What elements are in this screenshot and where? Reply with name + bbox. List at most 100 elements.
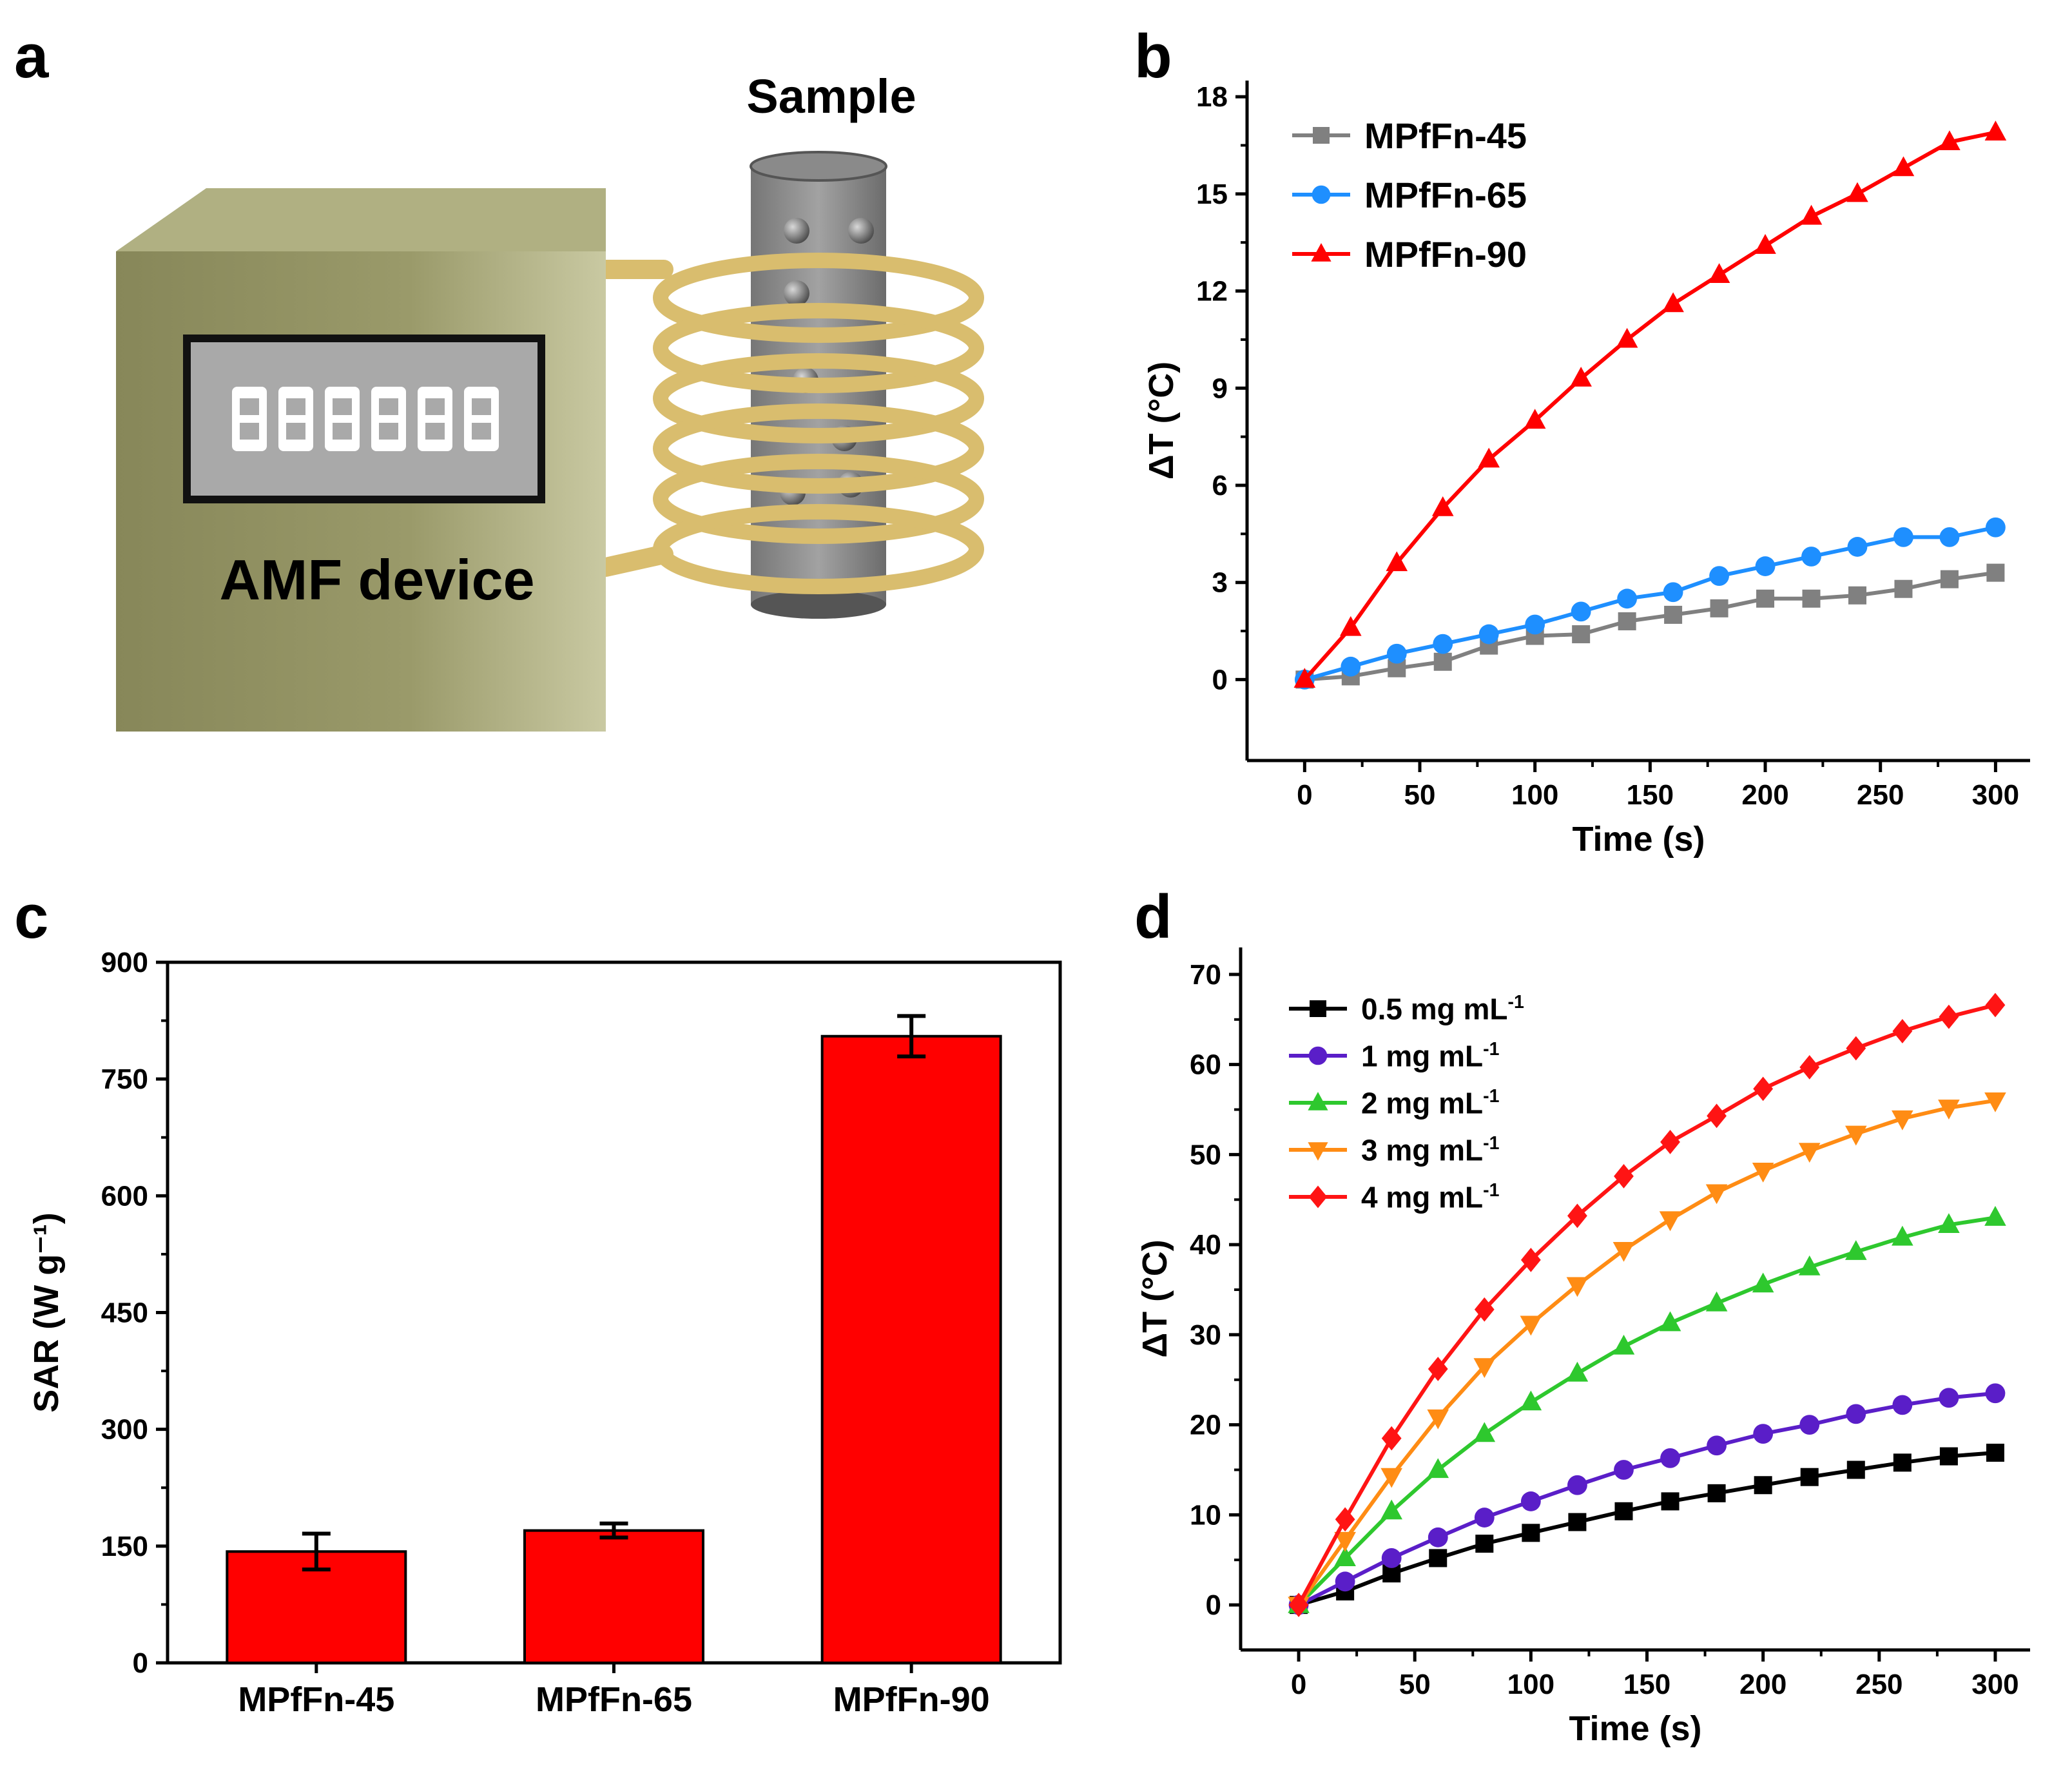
y-tick-label: 30 xyxy=(1190,1319,1221,1351)
data-point xyxy=(1985,993,2006,1018)
data-point xyxy=(1756,589,1775,608)
panel-letter-b: b xyxy=(1134,22,1172,91)
data-point xyxy=(1798,1143,1821,1163)
x-tick-label: 50 xyxy=(1399,1669,1431,1700)
series-mpffn-45 xyxy=(1295,563,2005,689)
coil-turn xyxy=(653,303,984,393)
data-point xyxy=(1755,556,1776,576)
y-tick-label: 3 xyxy=(1212,567,1228,599)
legend-superscript: -1 xyxy=(1483,1180,1499,1201)
data-point xyxy=(1939,527,1960,547)
data-point xyxy=(1984,121,2007,141)
data-point xyxy=(1800,204,1823,225)
data-point xyxy=(1939,1447,1958,1466)
data-point xyxy=(1308,1185,1328,1208)
data-point xyxy=(1799,1054,1820,1080)
data-point xyxy=(1985,517,2006,538)
category-label: MPfFn-45 xyxy=(238,1680,394,1719)
coil-turn xyxy=(653,454,984,544)
data-point xyxy=(1708,263,1730,284)
display-digit xyxy=(232,387,267,451)
x-axis-title: Time (s) xyxy=(1572,820,1705,858)
x-tick-label: 300 xyxy=(1971,1669,2019,1700)
bar xyxy=(820,1034,1002,1664)
data-point xyxy=(1570,366,1592,387)
data-point xyxy=(1754,234,1776,254)
data-point xyxy=(1800,1468,1819,1486)
data-point xyxy=(1892,1395,1913,1415)
y-tick-label: 40 xyxy=(1190,1229,1221,1261)
data-point xyxy=(1311,243,1331,262)
series-line xyxy=(1297,1098,1996,1606)
x-tick-label: 250 xyxy=(1857,779,1904,811)
y-tick-label: 60 xyxy=(1190,1049,1221,1081)
data-point xyxy=(1520,1390,1542,1411)
display-digit-gap xyxy=(425,423,445,440)
display-digit-gap xyxy=(425,398,445,415)
legend-superscript: -1 xyxy=(1483,1086,1499,1107)
y-tick-label: 6 xyxy=(1212,470,1228,501)
series-line xyxy=(1297,1003,1996,1606)
legend-label: MPfFn-45 xyxy=(1364,115,1527,156)
data-point xyxy=(1433,634,1453,654)
bar xyxy=(523,1529,704,1664)
x-tick-label: 300 xyxy=(1972,779,2019,811)
y-axis-title: SAR (W g⁻¹) xyxy=(27,1212,66,1412)
data-point xyxy=(1938,1213,1960,1234)
data-point xyxy=(1312,185,1331,204)
legend-label: 2 mg mL-1 xyxy=(1361,1086,1500,1120)
data-point xyxy=(1753,1424,1774,1444)
y-tick-label: 750 xyxy=(101,1063,148,1095)
data-point xyxy=(1313,127,1330,144)
data-point xyxy=(1844,1240,1867,1260)
y-tick-label: 10 xyxy=(1190,1499,1221,1531)
data-point xyxy=(1428,1527,1448,1547)
data-point xyxy=(1618,612,1636,630)
data-point xyxy=(1616,327,1638,348)
data-point xyxy=(1433,652,1452,671)
x-tick-label: 100 xyxy=(1507,1669,1554,1700)
data-point xyxy=(1567,1475,1587,1495)
data-point xyxy=(1478,447,1500,468)
data-point xyxy=(1617,588,1638,609)
data-point xyxy=(1473,1422,1496,1442)
data-point xyxy=(1380,1468,1402,1488)
y-tick-label: 12 xyxy=(1196,276,1228,307)
data-point xyxy=(1381,1426,1402,1451)
data-point xyxy=(1846,182,1868,202)
sample-tube-bottom xyxy=(751,590,886,619)
y-tick-label: 20 xyxy=(1190,1410,1221,1441)
data-point xyxy=(1799,1415,1820,1435)
data-point xyxy=(1475,1535,1494,1553)
display-digit-gap xyxy=(379,423,398,440)
display-digit-gap xyxy=(472,398,491,415)
data-point xyxy=(1707,1435,1727,1456)
data-point xyxy=(1753,1076,1774,1101)
chart-b-temperature-vs-time: 0 50 100 150 200 250 300 0 3 6 9 12 15 18 Time (s) ΔT (… xyxy=(1142,81,2030,858)
y-tick-label: 600 xyxy=(101,1180,148,1212)
data-point xyxy=(1614,1502,1633,1520)
data-point xyxy=(1661,1492,1680,1511)
series-line xyxy=(1297,1216,1996,1607)
y-tick-label: 50 xyxy=(1190,1139,1221,1170)
data-point xyxy=(1707,1103,1727,1129)
data-point xyxy=(1386,551,1408,572)
data-point xyxy=(1614,1460,1634,1480)
display-digit-gap xyxy=(240,423,259,440)
data-point xyxy=(1660,1129,1680,1154)
display-digit-gap xyxy=(240,398,259,415)
display-digit xyxy=(371,387,406,451)
category-label: MPfFn-65 xyxy=(536,1680,692,1719)
display-digit-gap xyxy=(472,423,491,440)
data-point xyxy=(1612,1334,1635,1355)
data-point xyxy=(1334,1531,1356,1552)
y-tick-label: 0 xyxy=(1212,664,1228,695)
data-point xyxy=(1892,156,1915,177)
data-point xyxy=(1293,668,1316,688)
coil-turn xyxy=(653,504,984,594)
amf-device-diagram: AMF device Sample xyxy=(116,70,984,732)
chart-c-sar-bar-chart: 0 150 300 450 600 750 900 SAR (W g⁻¹) MPfFn-45 MP… xyxy=(27,947,1062,1719)
legend-superscript: -1 xyxy=(1483,1133,1499,1154)
data-point xyxy=(1892,1019,1913,1043)
